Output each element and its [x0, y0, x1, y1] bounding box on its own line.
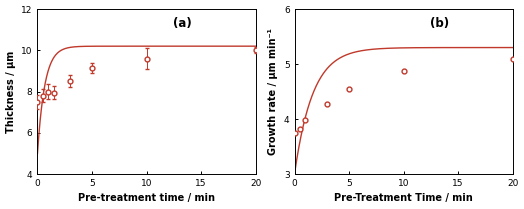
Text: (a): (a): [173, 17, 192, 30]
Text: (b): (b): [430, 17, 449, 30]
Y-axis label: Growth rate / μm min⁻¹: Growth rate / μm min⁻¹: [268, 28, 278, 155]
X-axis label: Pre-Treatment Time / min: Pre-Treatment Time / min: [334, 194, 473, 203]
X-axis label: Pre-treatment time / min: Pre-treatment time / min: [78, 194, 215, 203]
Y-axis label: Thickness / μm: Thickness / μm: [6, 50, 16, 133]
